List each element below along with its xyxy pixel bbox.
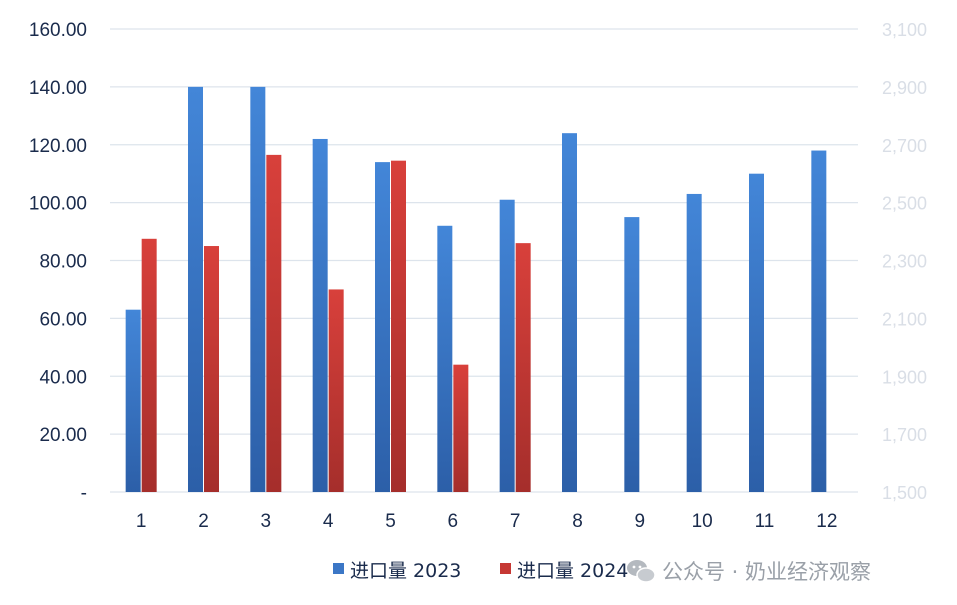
y-right-tick-label: 2,300 [882, 252, 927, 272]
bar-2024 [391, 160, 406, 492]
watermark-text: 公众号 · 奶业经济观察 [662, 560, 871, 584]
watermark: 公众号 · 奶业经济观察 [627, 560, 871, 584]
bar-2024 [453, 364, 469, 492]
y-left-tick-label: 60.00 [39, 309, 87, 330]
bar-2023 [811, 150, 827, 492]
x-tick-label: 7 [510, 511, 521, 532]
gridlines [110, 28, 858, 493]
bar-2024 [328, 289, 344, 492]
bar-2023 [312, 138, 328, 492]
x-tick-label: 1 [136, 511, 147, 532]
x-tick-label: 8 [572, 511, 583, 532]
legend-swatch-2023 [333, 563, 344, 574]
y-right-tick-label: 2,500 [882, 194, 927, 214]
y-left-tick-label: 160.00 [29, 20, 87, 41]
x-tick-label: 4 [323, 511, 334, 532]
y-right-tick-label: 2,900 [882, 78, 927, 98]
x-tick-label: 2 [198, 511, 209, 532]
x-tick-label: 6 [448, 511, 459, 532]
x-tick-label: 9 [635, 511, 646, 532]
y-axis-right-ticks: 1,500 1,700 1,900 2,100 2,300 2,500 2,700 2,900… [882, 20, 927, 503]
bar-2024 [266, 154, 282, 493]
bar-2024 [515, 243, 531, 492]
bar-2024 [141, 238, 157, 492]
bar-2023 [749, 173, 764, 492]
x-tick-label: 10 [692, 511, 713, 532]
x-tick-label: 12 [816, 511, 837, 532]
y-left-tick-label: 120.00 [29, 136, 87, 157]
legend-label-2023: 进口量 2023 [350, 560, 461, 582]
y-right-tick-label: 2,700 [882, 136, 927, 156]
y-left-tick-label: - [81, 483, 87, 504]
bars [125, 86, 827, 493]
y-right-tick-label: 1,900 [882, 367, 927, 387]
wechat-icon [627, 560, 656, 583]
bar-2023 [125, 309, 141, 492]
y-right-tick-label: 1,700 [882, 425, 927, 445]
y-right-tick-label: 1,500 [882, 483, 927, 503]
bar-2023 [624, 217, 640, 492]
y-right-tick-label: 3,100 [882, 20, 927, 40]
legend-label-2024: 进口量 2024 [517, 560, 628, 582]
bar-2023 [437, 225, 453, 492]
bar-2024 [204, 246, 219, 492]
bar-2023 [250, 86, 266, 492]
legend-swatch-2024 [500, 563, 511, 574]
legend: 进口量 2023 进口量 2024 [333, 560, 628, 582]
x-tick-label: 3 [261, 511, 272, 532]
bar-2023 [188, 86, 203, 492]
bar-2023 [686, 193, 702, 492]
x-tick-label: 5 [385, 511, 396, 532]
y-left-tick-label: 140.00 [29, 78, 87, 99]
bar-2023 [499, 199, 515, 492]
y-left-tick-label: 40.00 [39, 367, 87, 388]
y-left-tick-label: 100.00 [29, 194, 87, 215]
bar-2023 [562, 133, 577, 493]
y-axis-left-ticks: - 20.00 40.00 60.00 80.00 100.00 120.00 140.00 1… [29, 20, 87, 504]
bar-2023 [375, 162, 390, 493]
y-right-tick-label: 2,100 [882, 309, 927, 329]
x-axis-ticks: 1 2 3 4 5 6 7 8 9 10 11 12 [136, 511, 838, 532]
x-tick-label: 11 [755, 511, 775, 532]
y-left-tick-label: 80.00 [39, 252, 87, 273]
y-left-tick-label: 20.00 [39, 425, 87, 446]
